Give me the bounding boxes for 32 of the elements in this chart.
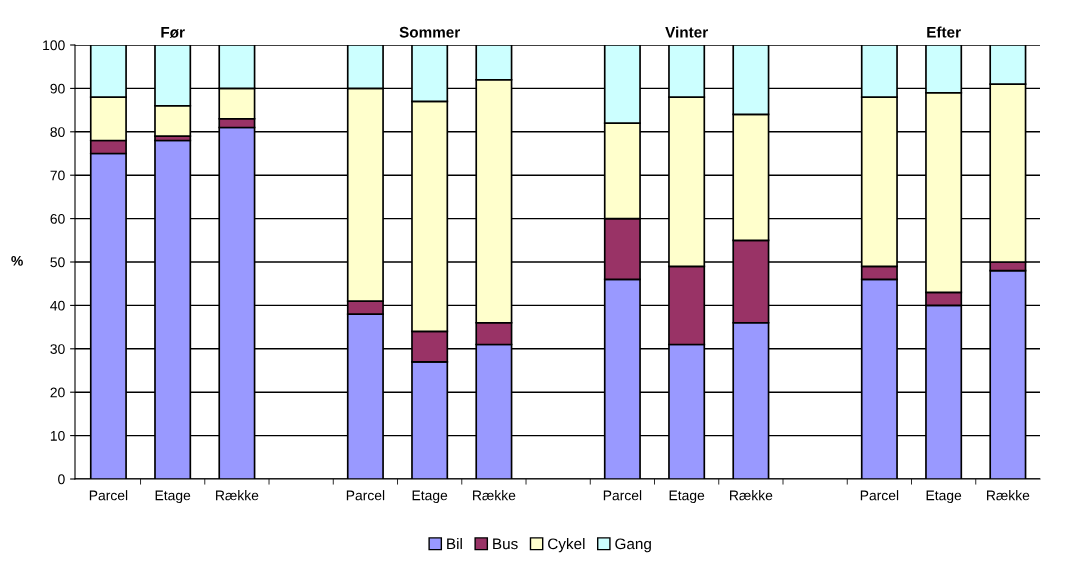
text: Vinter — [665, 26, 708, 38]
x-tick-label: Række — [987, 490, 1030, 501]
y-axis-title: % — [11, 255, 23, 266]
x-tick-label: Række — [730, 490, 773, 501]
y-tick-label: 90 — [50, 83, 65, 94]
text: Før — [161, 26, 185, 38]
x-tick-label: Parcel — [860, 490, 899, 501]
y-tick-label: 30 — [50, 344, 65, 354]
x-tick-label: Række — [216, 490, 259, 501]
x-tick-label: Parcel — [346, 490, 385, 501]
y-tick-label: 80 — [50, 127, 65, 137]
legend-label: Cykel — [548, 538, 585, 553]
x-tick-label: Etage — [412, 490, 448, 504]
y-tick-label: 100 — [43, 40, 65, 51]
y-tick-label: 50 — [50, 257, 65, 268]
x-tick-label: Parcel — [603, 490, 642, 501]
y-tick-label: 60 — [50, 213, 65, 224]
y-tick-label: 70 — [50, 170, 65, 181]
text: Sommer — [399, 26, 460, 38]
legend-label: Bus — [493, 538, 518, 550]
y-tick-label: 20 — [50, 387, 65, 398]
x-tick-label: Parcel — [89, 490, 128, 501]
legend-label: Gang — [615, 538, 651, 553]
x-tick-label: Etage — [926, 490, 962, 504]
legend-label: Bil — [447, 538, 462, 550]
y-tick-label: 0 — [58, 474, 65, 485]
x-tick-label: Etage — [669, 490, 705, 504]
x-tick-label: Række — [473, 490, 516, 501]
text: Efter — [927, 26, 961, 38]
y-tick-label: 10 — [50, 430, 65, 441]
y-tick-label: 40 — [50, 300, 65, 311]
x-tick-label: Etage — [155, 490, 191, 504]
